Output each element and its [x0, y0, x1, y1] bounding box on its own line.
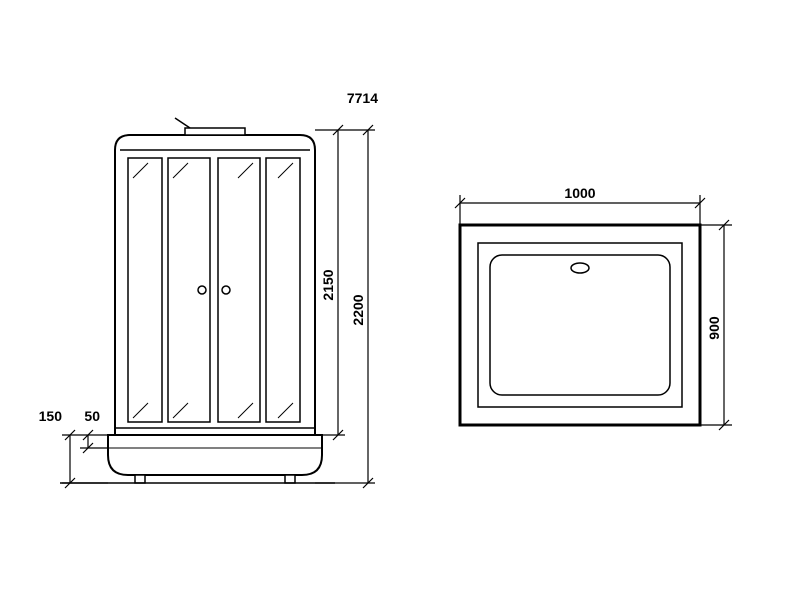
- shower-arm: [175, 118, 190, 128]
- tray-basin: [490, 255, 670, 395]
- model-number: 7714: [347, 90, 378, 106]
- dim-base-inner: 50: [84, 408, 100, 424]
- door-handle-left: [198, 286, 206, 294]
- dim-total-height: 2200: [350, 294, 366, 325]
- shower-head: [185, 128, 245, 135]
- shower-base: [108, 435, 322, 483]
- dim-plan-depth: 900: [706, 316, 722, 340]
- dim-cabin-height: 2150: [320, 269, 336, 300]
- glass-panels: [128, 158, 300, 422]
- drain-hole: [571, 263, 589, 273]
- plan-view: 1000 900: [455, 185, 732, 430]
- elevation-view: 7714 2150 2200 50: [39, 90, 379, 488]
- door-handle-right: [222, 286, 230, 294]
- dim-base-outer: 150: [39, 408, 63, 424]
- dim-plan-width: 1000: [564, 185, 595, 201]
- technical-drawing: 7714 2150 2200 50: [0, 0, 800, 600]
